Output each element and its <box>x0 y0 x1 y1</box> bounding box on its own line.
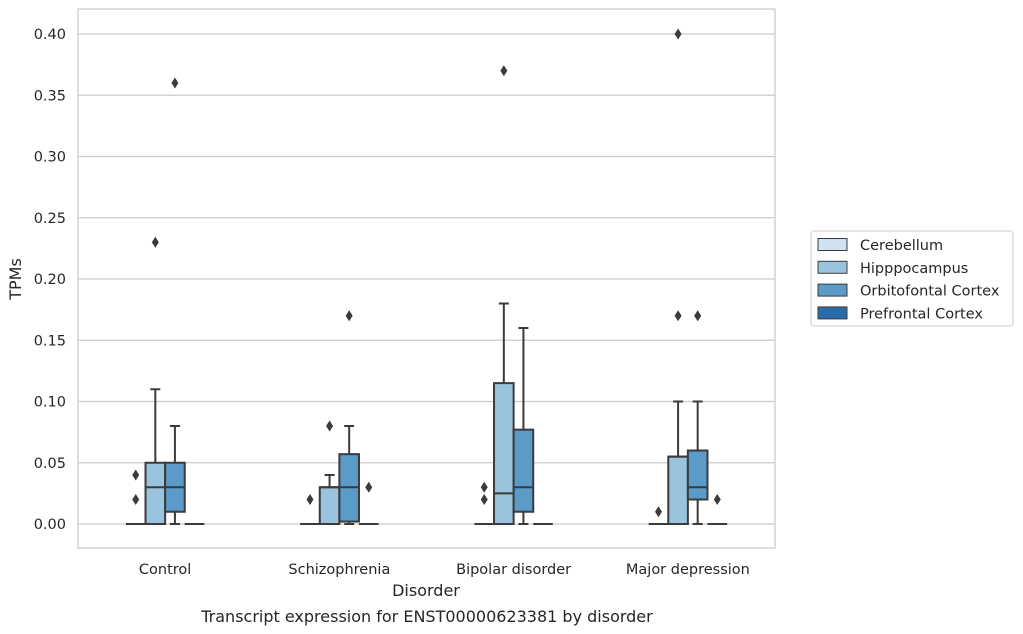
x-tick-label: Major depression <box>626 562 750 578</box>
legend-swatch <box>817 260 848 274</box>
y-tick-label: 0.30 <box>34 150 66 166</box>
box-iqr <box>318 486 341 525</box>
box-iqr <box>144 461 167 525</box>
legend-swatch <box>817 238 848 251</box>
outlier-point <box>306 494 314 505</box>
legend-entry: Cerebellum <box>860 238 943 254</box>
outlier-point <box>713 494 721 505</box>
box-hipppocampus <box>318 420 341 525</box>
box-orbitofontal-cortex <box>164 77 186 525</box>
legend-frame <box>810 230 1014 327</box>
box-orbitofontal-cortex <box>686 310 709 525</box>
y-axis-label: TPMs <box>6 258 25 301</box>
outlier-point <box>480 494 488 505</box>
box-prefrontal-cortex <box>707 494 728 525</box>
x-tick-label: Schizophrenia <box>288 562 390 578</box>
y-axis: 0.00 0.05 0.10 0.15 0.20 0.25 0.30 0.35 0.40 <box>34 27 66 533</box>
box-cerebellum <box>125 469 146 525</box>
outlier-point <box>151 236 159 248</box>
plot-area <box>125 28 728 525</box>
box-iqr <box>667 455 689 525</box>
box-hipppocampus <box>493 65 515 525</box>
outlier-point <box>674 310 682 322</box>
box-hipppocampus <box>667 28 689 525</box>
outlier-point <box>654 506 662 518</box>
outlier-point <box>500 65 508 77</box>
box-cerebellum <box>300 494 320 525</box>
outlier-point <box>365 481 373 493</box>
plot-frame <box>77 8 776 549</box>
y-tick-label: 0.10 <box>34 395 66 411</box>
y-tick-label: 0.15 <box>34 333 66 349</box>
y-tick-label: 0.20 <box>34 272 66 288</box>
legend-entry: Prefrontal Cortex <box>860 306 983 322</box>
outlier-point <box>171 77 179 89</box>
x-tick-label: Bipolar disorder <box>456 562 571 578</box>
box-prefrontal-cortex <box>358 481 379 525</box>
box-iqr <box>512 428 535 513</box>
box-iqr <box>686 449 709 501</box>
outlier-point <box>694 310 702 322</box>
box-hipppocampus <box>144 236 167 525</box>
legend-entry: Hipppocampus <box>860 261 968 277</box>
outlier-point <box>132 469 140 481</box>
box-cerebellum <box>648 506 669 525</box>
outlier-point <box>132 494 140 505</box>
x-tick-label: Control <box>139 562 191 578</box>
outlier-point <box>674 28 682 40</box>
y-tick-label: 0.35 <box>34 88 66 104</box>
outlier-point <box>326 420 334 432</box>
legend-entry: Orbitofontal Cortex <box>860 284 1000 300</box>
box-orbitofontal-cortex <box>512 327 535 525</box>
x-axis-label: Disorder <box>392 581 460 600</box>
box-orbitofontal-cortex <box>338 310 360 525</box>
box-cerebellum <box>474 481 495 525</box>
legend-swatch <box>817 283 848 297</box>
y-tick-label: 0.25 <box>34 211 66 227</box>
x-axis: Control Schizophrenia Bipolar disorder Majo… <box>139 562 750 578</box>
outlier-point <box>345 310 353 322</box>
legend-swatch <box>817 306 848 320</box>
chart-caption: Transcript expression for ENST0000062338… <box>200 607 653 626</box>
legend: Cerebellum Hipppocampus Orbitofontal Corte… <box>810 230 1014 327</box>
y-tick-label: 0.05 <box>34 456 66 472</box>
box-iqr <box>493 382 515 525</box>
y-tick-label: 0.00 <box>34 517 66 533</box>
outlier-point <box>480 481 488 493</box>
y-tick-label: 0.40 <box>34 27 66 43</box>
